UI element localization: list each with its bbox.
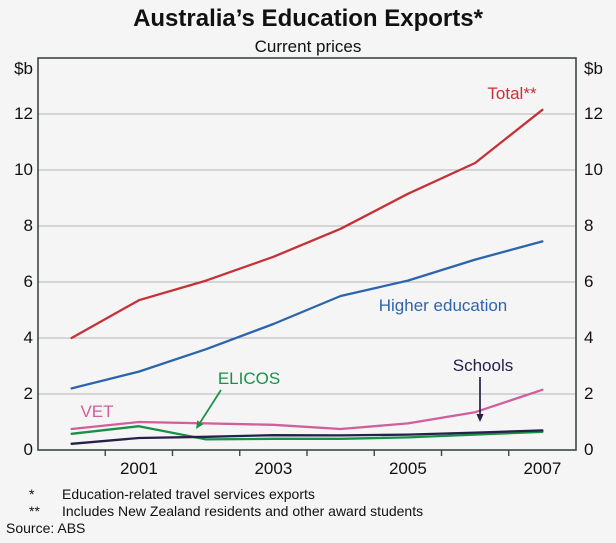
y-tick-label-left: 12 bbox=[14, 104, 33, 123]
y-tick-label-right: 2 bbox=[584, 384, 594, 403]
series-label-total: Total** bbox=[487, 84, 537, 103]
annotation-arrow-line bbox=[199, 389, 222, 423]
y-tick-label-left: 10 bbox=[14, 160, 33, 179]
series-label-elicos: ELICOS bbox=[217, 369, 281, 388]
y-tick-label-left: 4 bbox=[23, 328, 33, 347]
source-text: Source: ABS bbox=[6, 520, 86, 536]
footnote-1-marker: * bbox=[29, 486, 35, 502]
y-tick-label-right: 8 bbox=[584, 216, 594, 235]
y-tick-label-right: 6 bbox=[584, 272, 594, 291]
series-label-vet: VET bbox=[80, 402, 114, 421]
y-tick-label-right: 0 bbox=[584, 440, 594, 459]
y-axis-unit-left: $b bbox=[14, 59, 33, 78]
chart-subtitle: Current prices bbox=[254, 37, 362, 56]
y-tick-label-right: 10 bbox=[584, 160, 603, 179]
footnote-2-text: Includes New Zealand residents and other… bbox=[62, 503, 424, 519]
series-line-vet bbox=[70, 388, 544, 431]
y-tick-label-right: 12 bbox=[584, 104, 603, 123]
y-tick-label-right: 4 bbox=[584, 328, 594, 347]
series-line-higher-education bbox=[70, 240, 544, 390]
series-label-higher-education: Higher education bbox=[378, 296, 508, 315]
x-tick-label: 2003 bbox=[254, 459, 293, 478]
y-axis-unit-right: $b bbox=[584, 59, 603, 78]
x-tick-label: 2005 bbox=[388, 459, 427, 478]
series-line-schools bbox=[70, 429, 544, 445]
x-tick-label: 2007 bbox=[523, 459, 562, 478]
y-tick-label-left: 8 bbox=[23, 216, 33, 235]
y-tick-label-left: 6 bbox=[23, 272, 33, 291]
x-tick-label: 2001 bbox=[119, 459, 158, 478]
annotation-arrow-head bbox=[196, 420, 204, 429]
series-line-elicos bbox=[70, 425, 544, 441]
chart-title: Australia’s Education Exports* bbox=[133, 5, 483, 32]
footnote-1-text: Education-related travel services export… bbox=[62, 486, 315, 502]
annotation-arrow-head bbox=[476, 414, 484, 422]
y-tick-label-left: 0 bbox=[23, 440, 33, 459]
footnote-2-marker: ** bbox=[29, 503, 40, 519]
series-label-schools: Schools bbox=[452, 356, 514, 375]
y-tick-label-left: 2 bbox=[23, 384, 33, 403]
series-line-total bbox=[70, 108, 544, 340]
